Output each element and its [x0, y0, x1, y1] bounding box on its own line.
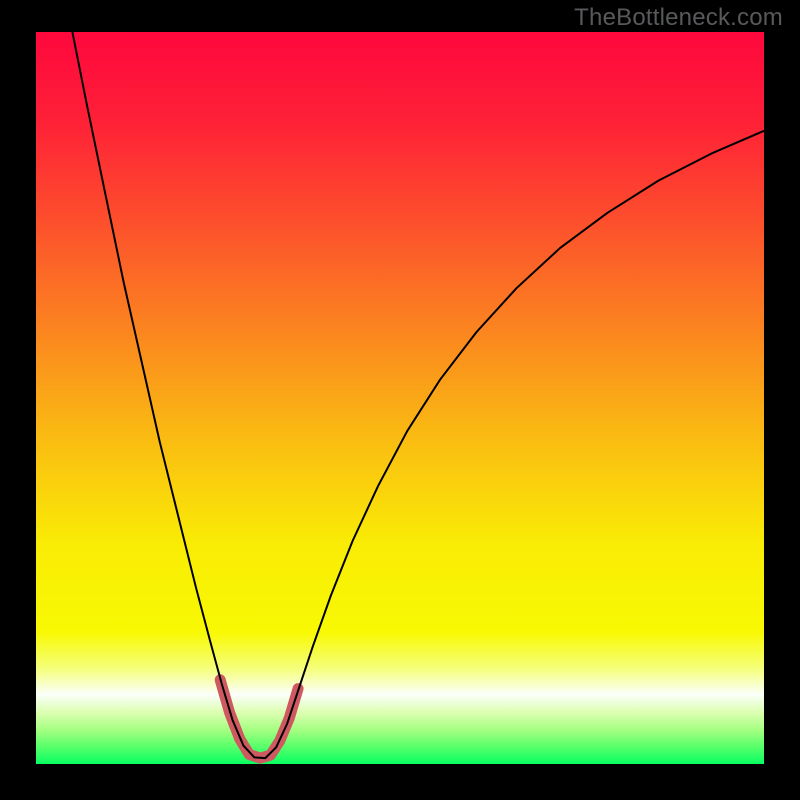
- chart-background: [36, 32, 764, 764]
- bottleneck-chart: [36, 32, 764, 764]
- watermark-text: TheBottleneck.com: [574, 4, 783, 32]
